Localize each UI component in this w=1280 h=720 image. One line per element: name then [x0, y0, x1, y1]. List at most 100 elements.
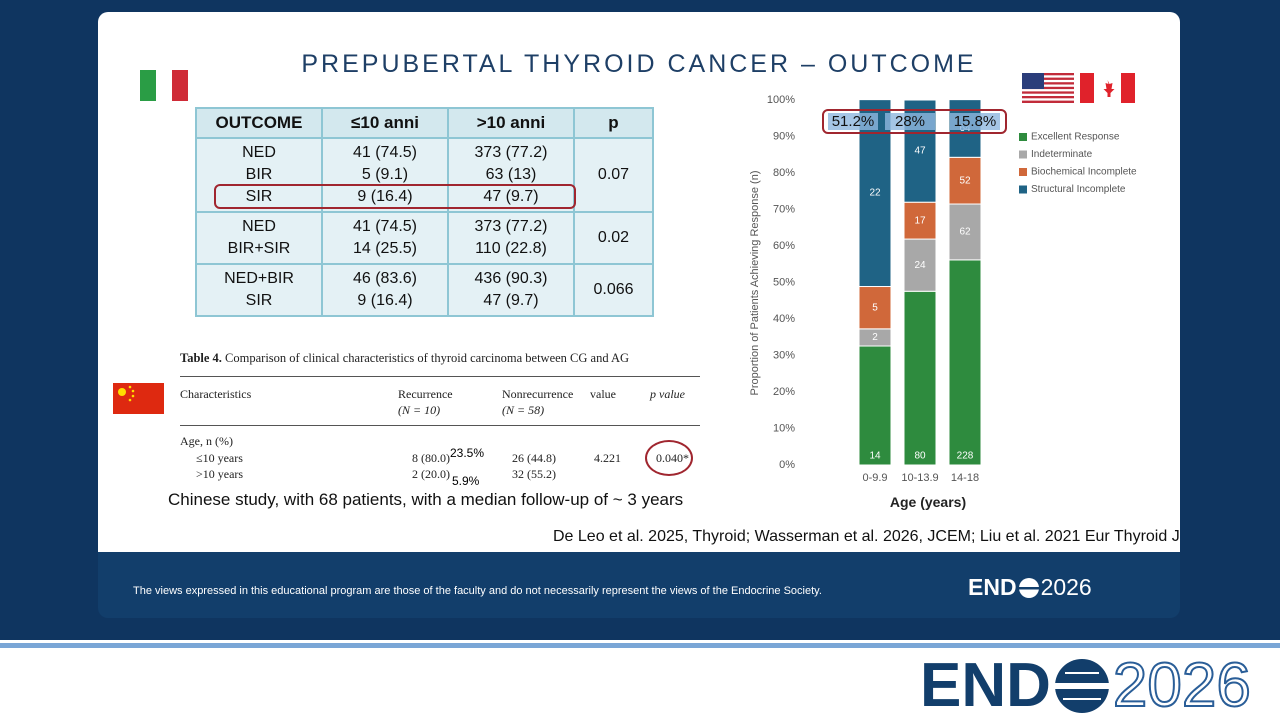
- annotation-bg: [828, 113, 878, 130]
- chart: Age (years) Proportion of Patients Achie…: [749, 94, 1137, 510]
- header-cell: p: [573, 107, 654, 139]
- caption-text: Comparison of clinical characteristics o…: [225, 351, 630, 365]
- cell: 436 (90.3) 47 (9.7): [447, 263, 575, 317]
- col-header: (N = 58): [502, 403, 545, 417]
- y-tick-label: 70%: [773, 203, 795, 215]
- flag-china: [113, 383, 164, 414]
- logo-text: END: [920, 651, 1051, 720]
- table-label: Table 4.: [180, 351, 222, 365]
- x-axis-title: Age (years): [890, 494, 966, 510]
- col-header: Nonrecurrence: [502, 387, 574, 401]
- bar-segment: [858, 345, 892, 466]
- annotation: 23.5%: [450, 446, 485, 460]
- legend-swatch: [1019, 133, 1027, 141]
- data-label: 228: [957, 451, 974, 462]
- y-tick-label: 100%: [767, 94, 795, 106]
- annotation: 51.2%: [832, 113, 875, 130]
- y-tick-label: 0%: [779, 459, 795, 471]
- cell: 373 (77.2) 110 (22.8): [447, 211, 575, 265]
- data-label: 17: [914, 215, 926, 226]
- rule: [180, 376, 700, 377]
- bar-segment: [858, 99, 892, 288]
- disclaimer: The views expressed in this educational …: [133, 585, 822, 597]
- flag-italy: [140, 70, 188, 101]
- legend-label: Indeterminate: [1031, 149, 1093, 160]
- cell: 46 (83.6) 9 (16.4): [321, 263, 449, 317]
- cell-line: 47 (9.7): [483, 188, 539, 205]
- annotation-bg: [885, 113, 935, 130]
- annotation: 15.8%: [954, 113, 997, 130]
- x-tick-label: 10-13.9: [901, 472, 938, 484]
- data-label: 47: [914, 146, 926, 157]
- divider: [0, 643, 1280, 648]
- table-caption: Table 4. Comparison of clinical characte…: [180, 351, 629, 366]
- cell-line: 5 (9.1): [361, 166, 409, 183]
- legend-label: Biochemical Incomplete: [1031, 167, 1137, 178]
- annotation-bg: [950, 113, 1000, 130]
- y-tick-label: 50%: [773, 276, 795, 288]
- highlight-box: [214, 184, 576, 209]
- annotation: 5.9%: [452, 474, 480, 488]
- cell-line: 63 (13): [485, 166, 537, 183]
- data-label: 14: [869, 451, 881, 462]
- cell-line: 110 (22.8): [475, 240, 547, 257]
- flag-us-canada: [1022, 73, 1135, 103]
- bar-segment: [948, 259, 982, 466]
- y-tick-label: 20%: [773, 386, 795, 398]
- y-tick-label: 60%: [773, 240, 795, 252]
- y-tick-label: 90%: [773, 130, 795, 142]
- header-cell: >10 anni: [447, 107, 575, 139]
- data-label: 52: [959, 175, 971, 186]
- p-cell: 0.066: [573, 263, 654, 317]
- y-tick-label: 80%: [773, 167, 795, 179]
- cell-line: 47 (9.7): [483, 292, 539, 309]
- logo-text: 2026: [1112, 650, 1252, 720]
- legend-swatch: [1019, 150, 1027, 159]
- cell-line: 41 (74.5): [352, 218, 418, 235]
- data-label: 22: [869, 188, 881, 199]
- rule: [180, 425, 700, 426]
- bar-segment: [903, 201, 937, 240]
- bar-segment: [903, 238, 937, 292]
- cell-line: 436 (90.3): [474, 270, 548, 287]
- data-label: 2: [872, 332, 878, 343]
- logo-globe: [1017, 577, 1040, 598]
- cell: 4.221: [594, 451, 621, 465]
- data-label: 5: [872, 302, 878, 313]
- data-label: 80: [914, 451, 926, 462]
- cell-line: 373 (77.2): [474, 144, 548, 161]
- col-header: Characteristics: [180, 387, 252, 401]
- legend-swatch: [1019, 168, 1027, 176]
- x-tick-label: 0-9.9: [862, 472, 887, 484]
- cell-line: NED+BIR: [224, 270, 294, 287]
- col-header: p value: [650, 387, 685, 401]
- legend-label: Structural Incomplete: [1031, 184, 1126, 195]
- col-header: (N = 10): [398, 403, 441, 417]
- cell-line: NED: [242, 218, 276, 235]
- y-tick-label: 10%: [773, 422, 795, 434]
- cell-line: 41 (74.5): [352, 144, 418, 161]
- cell: NED+BIR SIR: [195, 263, 323, 317]
- p-cell: 0.02: [573, 211, 654, 265]
- y-tick-label: 30%: [773, 349, 795, 361]
- table-row: NED+BIR SIR 46 (83.6) 9 (16.4) 436 (90.3) 47 …: [195, 263, 654, 317]
- cell: 26 (44.8): [512, 451, 556, 465]
- cell: 8 (80.0): [412, 451, 450, 465]
- p-cell: 0.07: [573, 137, 654, 213]
- col-header: Recurrence: [398, 387, 453, 401]
- footer-band: [98, 552, 1180, 618]
- logo-globe: [1052, 658, 1111, 713]
- col-header: value: [590, 387, 616, 401]
- annotation: 28%: [895, 113, 925, 130]
- slide-title: PREPUBERTAL THYROID CANCER – OUTCOME: [301, 50, 977, 78]
- table-row: NED BIR SIR 41 (74.5) 5 (9.1) 9 (16.4) 373 (77…: [195, 137, 654, 213]
- cell-line: 14 (25.5): [352, 240, 418, 257]
- cell: 2 (20.0): [412, 467, 450, 481]
- header-cell: OUTCOME: [195, 107, 323, 139]
- cell: 41 (74.5) 5 (9.1) 9 (16.4): [321, 137, 449, 213]
- cell-line: BIR+SIR: [227, 240, 291, 257]
- cell: 32 (55.2): [512, 467, 556, 481]
- cell-line: SIR: [245, 292, 273, 309]
- cell: ≤10 years: [196, 451, 243, 465]
